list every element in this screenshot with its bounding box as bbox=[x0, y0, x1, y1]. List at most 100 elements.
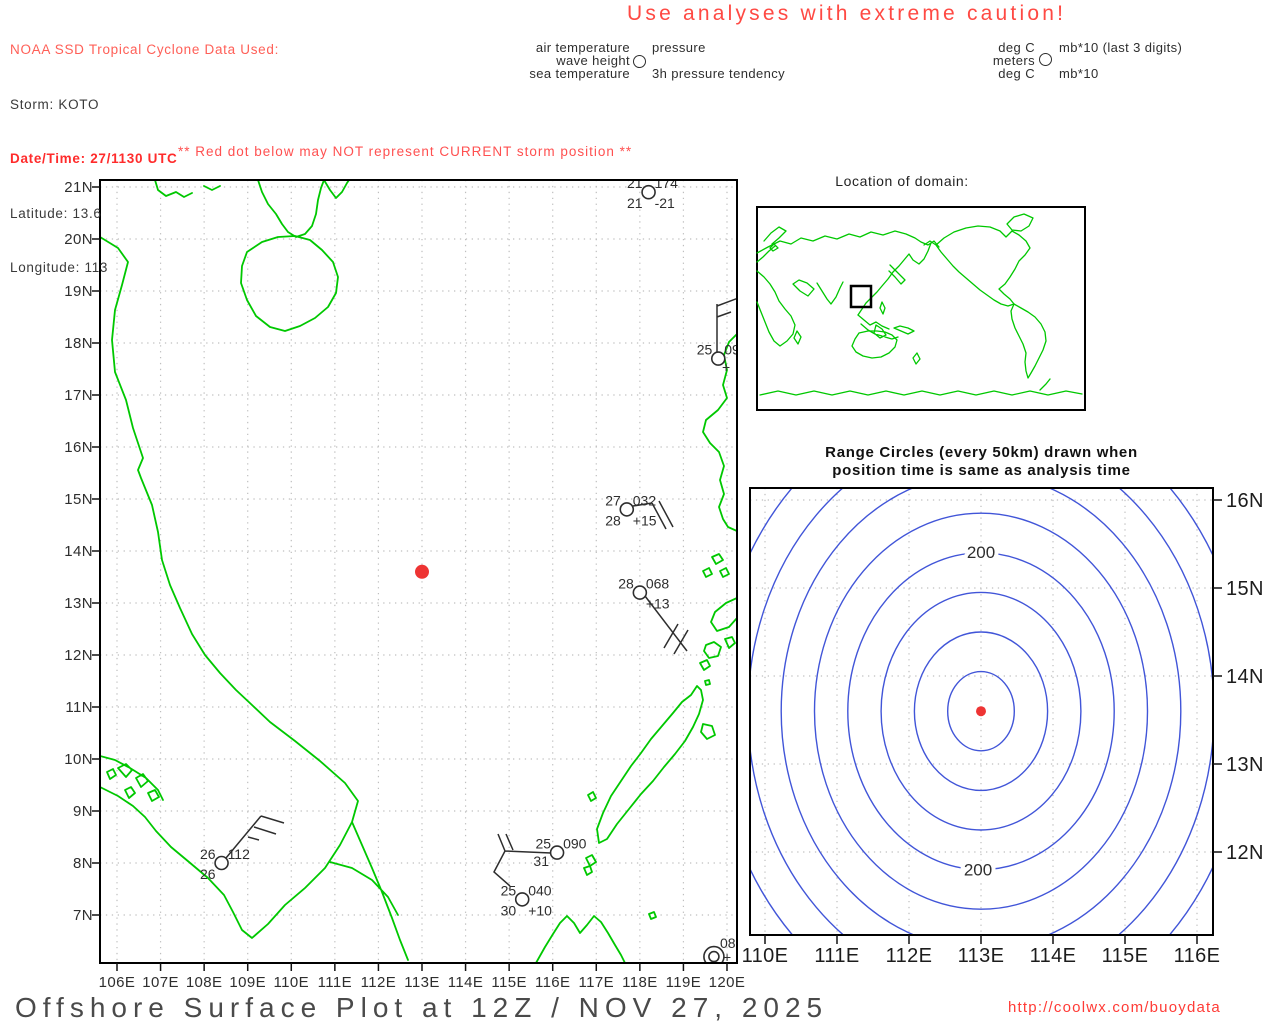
y-tick-label: 10N bbox=[64, 751, 93, 768]
x-tick-label: 116E bbox=[535, 974, 571, 991]
range-x-tick-label: 116E bbox=[1174, 945, 1221, 967]
station-circle bbox=[632, 585, 648, 600]
station-value-br: + bbox=[722, 359, 730, 375]
coastline-borneo bbox=[535, 911, 657, 963]
station-value-tl: 27 bbox=[605, 492, 621, 508]
range-plot-grid bbox=[750, 488, 1213, 935]
y-tick-label: 12N bbox=[64, 647, 93, 664]
station-value-bl: 30 bbox=[501, 902, 517, 918]
units-wave-height: meters bbox=[992, 53, 1035, 68]
world-map-title: Location of domain: bbox=[835, 173, 969, 189]
x-tick-label: 110E bbox=[274, 974, 310, 991]
x-tick-label: 112E bbox=[361, 974, 397, 991]
station-plot: 28 068 +13 bbox=[618, 576, 689, 655]
x-tick-label: 120E bbox=[709, 974, 746, 991]
datetime-line: Date/Time: 27/1130 UTC bbox=[10, 151, 178, 167]
range-x-tick-label: 112E bbox=[886, 945, 933, 967]
coastline-palawan bbox=[583, 685, 716, 876]
station-value-br: -21 bbox=[655, 195, 675, 211]
y-tick-label: 20N bbox=[64, 231, 93, 248]
station-value-tr: 112 bbox=[228, 846, 251, 862]
range-plot-title-line1: Range Circles (every 50km) drawn when bbox=[825, 444, 1138, 461]
range-plot: 200 200 110E 111E 112E 113E 114E 115E 116E 16N 15… bbox=[742, 487, 1264, 967]
main-map-border bbox=[99, 179, 738, 964]
y-tick-label: 21N bbox=[64, 179, 93, 196]
station-value-tl: 21 bbox=[627, 175, 643, 191]
legend-pressure: pressure bbox=[652, 40, 706, 55]
station-value-br: +15 bbox=[633, 512, 657, 528]
station-value-bl: 28 bbox=[605, 512, 621, 528]
range-x-tick-label: 115E bbox=[1102, 945, 1149, 967]
station-value-tl: 28 bbox=[618, 576, 634, 592]
range-x-tick-label: 110E bbox=[742, 945, 789, 967]
range-y-tick-label: 15N bbox=[1226, 578, 1264, 600]
longitude-line: Longitude: 113 bbox=[10, 260, 109, 276]
y-tick-label: 17N bbox=[64, 387, 93, 404]
station-circle bbox=[214, 855, 229, 871]
station-circle bbox=[619, 502, 635, 517]
range-circles bbox=[750, 488, 1213, 935]
range-center-dot bbox=[976, 706, 986, 717]
coastline-vietnam bbox=[100, 236, 409, 961]
x-tick-label: 113E bbox=[404, 974, 440, 991]
y-tick-label: 8N bbox=[73, 855, 93, 872]
x-tick-label: 115E bbox=[491, 974, 527, 991]
station-circle bbox=[641, 184, 656, 200]
station-value-tl: 26 bbox=[200, 846, 216, 862]
main-map-axes: 106E 107E 108E 109E 110E 111E 112E 113E 114E 115E… bbox=[64, 179, 745, 991]
data-source-line: NOAA SSD Tropical Cyclone Data Used: bbox=[10, 42, 280, 57]
range-y-tick-label: 16N bbox=[1226, 490, 1264, 512]
station-circle-icon-2 bbox=[1039, 53, 1052, 66]
station-plot: 21 174 21 -21 bbox=[627, 175, 678, 211]
station-plot: 08+ bbox=[703, 935, 736, 963]
main-map-grid bbox=[100, 180, 737, 963]
station-circle bbox=[710, 351, 726, 366]
station-plot: 25 040 30 +10 bbox=[501, 882, 553, 918]
range-x-tick-label: 111E bbox=[814, 945, 859, 967]
legend-air-temperature: air temperature bbox=[535, 40, 630, 55]
y-tick-label: 14N bbox=[64, 543, 93, 560]
station-circle-icon bbox=[633, 55, 646, 68]
range-circle-label-bottom: 200 bbox=[964, 861, 992, 880]
coastline-gulf-thailand bbox=[100, 755, 164, 802]
domain-rect bbox=[849, 284, 873, 309]
station-value-tl: 25 bbox=[535, 836, 551, 852]
storm-position-dot bbox=[415, 564, 429, 579]
coastline-china bbox=[154, 180, 350, 238]
range-y-tick-label: 14N bbox=[1226, 666, 1264, 688]
y-tick-label: 11N bbox=[65, 699, 93, 716]
range-circle-labels: 200 200 bbox=[960, 539, 999, 884]
station-value-tr: 09 bbox=[724, 342, 740, 358]
world-map-continents bbox=[756, 213, 1083, 396]
x-tick-label: 106E bbox=[99, 974, 136, 991]
range-circle bbox=[847, 552, 1115, 871]
station-value-bl: 26 bbox=[200, 866, 216, 882]
x-tick-label: 107E bbox=[142, 974, 179, 991]
units-tendency: mb*10 bbox=[1059, 66, 1099, 81]
caution-banner: Use analyses with extreme caution! bbox=[627, 2, 1067, 25]
units-sea-temp: deg C bbox=[998, 66, 1035, 81]
station-value-tr: 090 bbox=[563, 836, 587, 852]
station-value-br: +13 bbox=[646, 596, 670, 612]
station-value-tl: 25 bbox=[501, 882, 517, 898]
station-value-tr: 08 bbox=[720, 935, 736, 951]
buoy-inner-circle bbox=[708, 950, 720, 963]
latitude-line: Latitude: 13.6 bbox=[10, 205, 102, 221]
range-y-tick-label: 12N bbox=[1226, 842, 1264, 864]
station-value-br: +10 bbox=[528, 902, 552, 918]
range-x-tick-label: 114E bbox=[1030, 945, 1077, 967]
coastline-hainan bbox=[240, 235, 339, 332]
wind-barb bbox=[632, 500, 674, 530]
range-circle bbox=[880, 591, 1082, 831]
coastline-mindoro bbox=[699, 553, 737, 686]
y-tick-label: 7N bbox=[73, 907, 93, 924]
y-tick-label: 16N bbox=[64, 439, 93, 456]
range-circle bbox=[780, 488, 1182, 935]
range-plot-title-line2: position time is same as analysis time bbox=[832, 462, 1131, 479]
y-tick-label: 18N bbox=[64, 335, 93, 352]
station-circle bbox=[514, 892, 530, 907]
